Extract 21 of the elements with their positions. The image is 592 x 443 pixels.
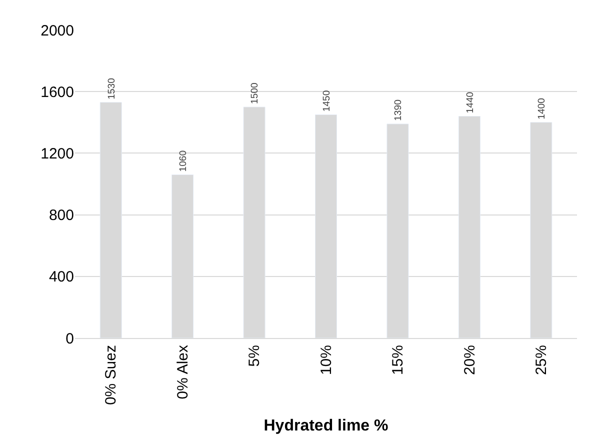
y-tick-label: 400 bbox=[48, 268, 74, 286]
data-label: 1060 bbox=[178, 150, 189, 172]
x-tick-label: 25% bbox=[533, 345, 550, 376]
data-label: 1400 bbox=[536, 98, 548, 120]
x-tick-label: 10% bbox=[318, 345, 335, 376]
x-axis-title: Hydrated lime % bbox=[264, 418, 388, 435]
y-tick-label: 2000 bbox=[40, 22, 74, 40]
x-tick-label: 20% bbox=[461, 345, 478, 376]
data-label: 1500 bbox=[250, 82, 261, 104]
y-tick-label: 0 bbox=[66, 330, 74, 348]
data-label: 1450 bbox=[321, 90, 332, 112]
y-tick-label: 1600 bbox=[40, 84, 74, 101]
data-label: 1440 bbox=[464, 92, 476, 114]
x-tick-label: 0% Alex bbox=[174, 344, 192, 400]
data-label: 1390 bbox=[393, 100, 404, 121]
y-tick-label: 1200 bbox=[40, 145, 74, 162]
data-label: 1530 bbox=[106, 78, 118, 100]
x-tick-label: 0% Suez bbox=[102, 345, 120, 406]
x-tick-label: 5% bbox=[246, 345, 264, 367]
y-tick-label: 800 bbox=[48, 207, 74, 224]
x-tick-label: 15% bbox=[390, 345, 407, 376]
